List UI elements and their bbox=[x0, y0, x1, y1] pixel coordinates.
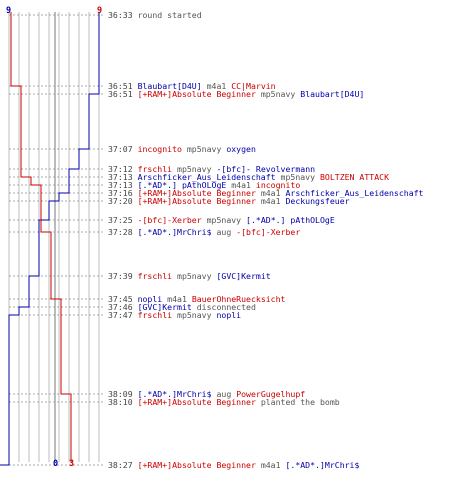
event-row: 37:12 frschli mp5navy -[bfc]- Revolverma… bbox=[108, 164, 315, 174]
player-name: BOLTZEN ATTACK bbox=[319, 172, 389, 182]
player-name: [+RAM+]Absolute Beginner bbox=[137, 89, 256, 99]
event-time: 37:25 bbox=[108, 215, 138, 225]
player-name: [GVC]Kermit bbox=[216, 271, 271, 281]
player-name: -[bfc]- Revolvermann bbox=[216, 164, 316, 174]
event-detail: disconnected bbox=[191, 302, 256, 312]
event-detail: round started bbox=[137, 10, 202, 20]
event-detail: mp5navy bbox=[181, 144, 227, 154]
player-name: [GVC]Kermit bbox=[137, 302, 192, 312]
event-time: 37:16 bbox=[108, 188, 138, 198]
player-name: PowerGugelhupf bbox=[236, 389, 306, 399]
event-detail: m4a1 bbox=[255, 196, 286, 206]
event-time: 37:46 bbox=[108, 302, 138, 312]
event-time: 37:07 bbox=[108, 144, 138, 154]
player-name: [+RAM+]Absolute Beginner bbox=[137, 460, 256, 470]
event-row: 37:16 [+RAM+]Absolute Beginner m4a1 Arsc… bbox=[108, 188, 424, 198]
player-name: incognito bbox=[255, 180, 301, 190]
player-name: frschli bbox=[137, 310, 173, 320]
score-bottom-red: 3 bbox=[69, 459, 75, 469]
event-time: 38:27 bbox=[108, 460, 138, 470]
event-detail: m4a1 bbox=[162, 294, 192, 304]
event-time: 37:28 bbox=[108, 227, 138, 237]
event-time: 37:13 bbox=[108, 180, 138, 190]
event-row: 36:51 [+RAM+]Absolute Beginner mp5navy B… bbox=[108, 89, 364, 99]
player-name: CC|Marvin bbox=[231, 81, 276, 91]
player-name: frschli bbox=[137, 164, 173, 174]
player-name: nopli bbox=[216, 310, 242, 320]
player-name: nopli bbox=[137, 294, 163, 304]
event-row: 37:39 frschli mp5navy [GVC]Kermit bbox=[108, 271, 271, 281]
player-name: [.*AD*.]MrChri$ bbox=[137, 227, 212, 237]
event-detail: planted the bomb bbox=[255, 397, 340, 407]
event-row: 37:46 [GVC]Kermit disconnected bbox=[108, 302, 256, 312]
player-name: [.*AD*.]MrChri$ bbox=[285, 460, 360, 470]
event-detail: aug bbox=[211, 227, 237, 237]
event-detail: mp5navy bbox=[172, 164, 217, 174]
score-top-left: 9 bbox=[6, 6, 12, 16]
player-name: Arschficker_Aus_Leidenschaft bbox=[285, 188, 424, 198]
event-detail: mp5navy bbox=[172, 310, 217, 320]
event-time: 38:10 bbox=[108, 397, 138, 407]
player-name: -[bfc]-Xerber bbox=[236, 227, 301, 237]
player-name: -[bfc]-Xerber bbox=[137, 215, 202, 225]
event-detail: m4a1 bbox=[201, 81, 232, 91]
player-name: [.*AD*.]MrChri$ bbox=[137, 389, 212, 399]
player-name: frschli bbox=[137, 271, 173, 281]
event-detail: m4a1 bbox=[255, 460, 286, 470]
event-row: 37:13 [.*AD*.] pAthOLOgE m4a1 incognito bbox=[108, 180, 300, 190]
event-row: 36:51 Blaubart[D4U] m4a1 CC|Marvin bbox=[108, 81, 276, 91]
red-team-alive-line bbox=[10, 12, 72, 462]
event-time: 37:45 bbox=[108, 294, 138, 304]
player-name: [.*AD*.] pAthOLOgE bbox=[246, 215, 335, 225]
event-row: 38:27 [+RAM+]Absolute Beginner m4a1 [.*A… bbox=[108, 460, 359, 470]
blue-team-alive-line bbox=[0, 12, 100, 466]
event-detail: mp5navy bbox=[201, 215, 247, 225]
player-name: Deckungsfeuer bbox=[285, 196, 350, 206]
event-detail: mp5navy bbox=[275, 172, 320, 182]
event-row: 38:10 [+RAM+]Absolute Beginner planted t… bbox=[108, 397, 340, 407]
player-name: [+RAM+]Absolute Beginner bbox=[137, 397, 256, 407]
player-name: incognito bbox=[137, 144, 182, 154]
event-detail: m4a1 bbox=[226, 180, 256, 190]
event-time: 37:12 bbox=[108, 164, 138, 174]
event-time: 36:51 bbox=[108, 89, 138, 99]
event-row: 37:28 [.*AD*.]MrChri$ aug -[bfc]-Xerber bbox=[108, 227, 300, 237]
player-name: [+RAM+]Absolute Beginner bbox=[137, 188, 256, 198]
player-name: [.*AD*.] pAthOLOgE bbox=[137, 180, 227, 190]
player-name: Blaubart[D4U] bbox=[300, 89, 365, 99]
event-detail: m4a1 bbox=[255, 188, 286, 198]
player-name: [+RAM+]Absolute Beginner bbox=[137, 196, 256, 206]
event-row: 37:07 incognito mp5navy oxygen bbox=[108, 144, 256, 154]
event-time: 36:33 bbox=[108, 10, 138, 20]
event-row: 37:25 -[bfc]-Xerber mp5navy [.*AD*.] pAt… bbox=[108, 215, 335, 225]
event-row: 36:33 round started bbox=[108, 10, 202, 20]
event-row: 38:09 [.*AD*.]MrChri$ aug PowerGugelhupf bbox=[108, 389, 305, 399]
event-time: 37:13 bbox=[108, 172, 138, 182]
player-name: BauerOhneRuecksicht bbox=[191, 294, 286, 304]
event-time: 37:47 bbox=[108, 310, 138, 320]
player-name: oxygen bbox=[226, 144, 256, 154]
event-row: 37:20 [+RAM+]Absolute Beginner m4a1 Deck… bbox=[108, 196, 350, 206]
player-name: Arschficker_Aus_Leidenschaft bbox=[137, 172, 276, 182]
player-name: Blaubart[D4U] bbox=[137, 81, 202, 91]
event-detail: aug bbox=[211, 389, 237, 399]
event-detail: mp5navy bbox=[172, 271, 217, 281]
score-top-right: 9 bbox=[97, 6, 103, 16]
score-bottom-blue: 0 bbox=[53, 459, 59, 469]
event-time: 38:09 bbox=[108, 389, 138, 399]
event-time: 37:39 bbox=[108, 271, 138, 281]
event-detail: mp5navy bbox=[255, 89, 301, 99]
event-row: 37:13 Arschficker_Aus_Leidenschaft mp5na… bbox=[108, 172, 389, 182]
event-row: 37:45 nopli m4a1 BauerOhneRuecksicht bbox=[108, 294, 285, 304]
event-row: 37:47 frschli mp5navy nopli bbox=[108, 310, 241, 320]
event-time: 36:51 bbox=[108, 81, 138, 91]
event-time: 37:20 bbox=[108, 196, 138, 206]
